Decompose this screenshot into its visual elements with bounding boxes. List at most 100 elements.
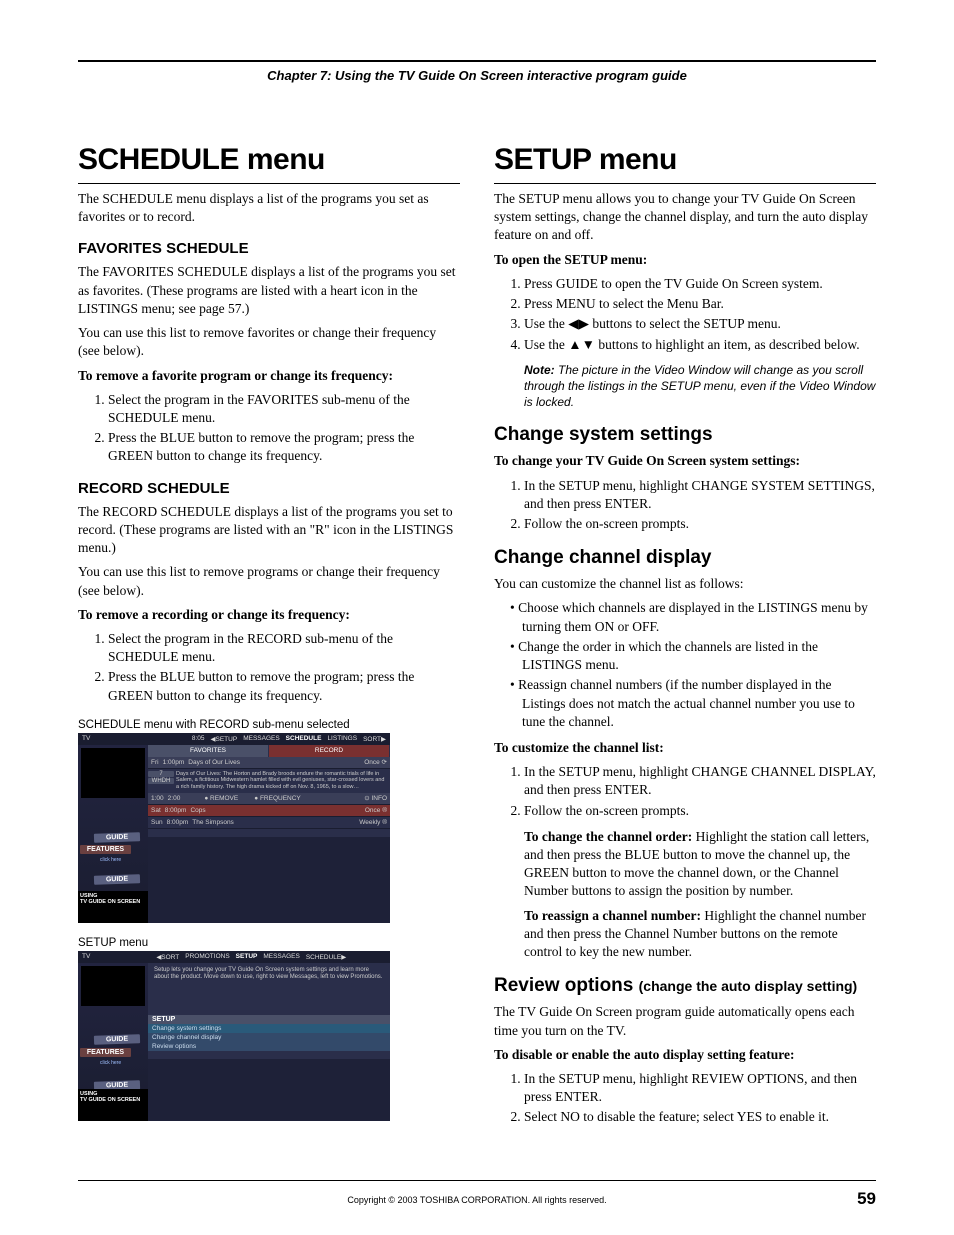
ss-features-badge: FEATURES (80, 845, 131, 854)
ss-freq: Once ⟳ (364, 758, 387, 766)
ss-tab-selected: SETUP (236, 953, 258, 960)
list-item: Select NO to disable the feature; select… (524, 1108, 876, 1126)
setup-heading: SETUP menu (494, 143, 876, 184)
list-item: Press the BLUE button to remove the prog… (108, 668, 460, 704)
ss-remove-btn: ● REMOVE (204, 795, 238, 802)
ss-day: Fri (151, 759, 159, 766)
ss-panel-title: SETUP (148, 1015, 390, 1024)
ss-tab: ◀SORT (156, 953, 179, 961)
chan-reassign: To reassign a channel number: Highlight … (524, 907, 876, 962)
ss-guide-badge2: GUIDE (94, 874, 140, 885)
footer-copyright: Copyright © 2003 TOSHIBA CORPORATION. Al… (78, 1195, 876, 1205)
ss-chan-col: 7 WHDH (148, 769, 174, 793)
record-p2: You can use this list to remove programs… (78, 563, 460, 599)
note-label: Note: (524, 363, 555, 377)
ss-content: FAVORITES RECORD Fri 1:00pm Days of Our … (148, 745, 390, 923)
ss-using-box: USING TV GUIDE ON SCREEN (78, 1089, 152, 1121)
ss-click-here: click here (100, 857, 121, 863)
ss-bar-time: 1:00 (151, 795, 164, 802)
chan-lead: To customize the channel list: (494, 739, 876, 757)
schedule-intro: The SCHEDULE menu displays a list of the… (78, 190, 460, 226)
ss-setup-item-selected: Change system settings (148, 1024, 390, 1033)
screenshot2-caption: SETUP menu (78, 937, 460, 949)
sys-steps: In the SETUP menu, highlight CHANGE SYST… (494, 477, 876, 534)
step-text: Use the (524, 337, 568, 352)
order-lead: To change the channel order: (524, 829, 696, 844)
ss-time-cell: 8:00pm (167, 819, 189, 826)
list-item: Change the order in which the channels a… (510, 638, 876, 674)
favorites-heading: FAVORITES SCHEDULE (78, 240, 460, 257)
ss-desc-row: 7 WHDH Days of Our Lives: The Horton and… (148, 769, 390, 793)
review-heading: Review options (change the auto display … (494, 975, 876, 997)
record-steps: Select the program in the RECORD sub-men… (78, 630, 460, 705)
ss-guide-badge: GUIDE (94, 832, 140, 843)
ss-time-cell: 8:00pm (165, 807, 187, 814)
ss-show: Days of Our Lives (188, 759, 240, 766)
review-heading-main: Review options (494, 975, 639, 996)
list-item: Choose which channels are displayed in t… (510, 599, 876, 635)
list-item: Press GUIDE to open the TV Guide On Scre… (524, 275, 876, 293)
ss-logo: TV (82, 953, 90, 960)
favorites-steps: Select the program in the FAVORITES sub-… (78, 391, 460, 466)
page: Chapter 7: Using the TV Guide On Screen … (0, 0, 954, 1235)
ss-tab: MESSAGES (243, 735, 279, 742)
list-item: Reassign channel numbers (if the number … (510, 676, 876, 731)
chan-steps: In the SETUP menu, highlight CHANGE CHAN… (494, 763, 876, 820)
columns: SCHEDULE menu The SCHEDULE menu displays… (78, 143, 876, 1135)
list-item: Use the ◀▶ buttons to select the SETUP m… (524, 315, 876, 333)
ss-sidebar: GUIDE FEATURES click here GUIDE USING TV… (78, 963, 148, 1121)
open-steps: Press GUIDE to open the TV Guide On Scre… (494, 275, 876, 354)
ss-freq-btn: ● FREQUENCY (254, 795, 301, 802)
record-lead: To remove a recording or change its freq… (78, 606, 460, 624)
chapter-header: Chapter 7: Using the TV Guide On Screen … (78, 68, 876, 83)
footer-rule (78, 1180, 876, 1181)
ss-click-here: click here (100, 1060, 121, 1066)
ss-video-window (81, 748, 145, 798)
review-heading-sub: (change the auto display setting) (639, 978, 858, 994)
favorites-p1: The FAVORITES SCHEDULE displays a list o… (78, 263, 460, 318)
ss-show: Cops (190, 807, 205, 814)
ss-setup-item: Review options (148, 1042, 390, 1051)
ud-arrow-icon: ▲▼ (568, 337, 595, 352)
ss-content: Setup lets you change your TV Guide On S… (148, 963, 390, 1121)
page-number: 59 (857, 1189, 876, 1209)
list-item: Follow the on-screen prompts. (524, 802, 876, 820)
open-lead: To open the SETUP menu: (494, 251, 876, 269)
ss-menubar: TV 8:05 ◀SETUP MESSAGES SCHEDULE LISTING… (78, 733, 390, 745)
list-item: Press the BLUE button to remove the prog… (108, 429, 460, 465)
ss-action-bar: 1:00 2:00 ● REMOVE ● FREQUENCY ⊙ INFO (148, 793, 390, 805)
ss-video-window (81, 966, 145, 1006)
list-item: In the SETUP menu, highlight CHANGE CHAN… (524, 763, 876, 799)
ss-chan-num: 7 (148, 771, 174, 777)
lr-arrow-icon: ◀▶ (568, 316, 589, 331)
ss-guide-badge: GUIDE (94, 1034, 140, 1045)
sys-lead: To change your TV Guide On Screen system… (494, 452, 876, 470)
ss-tab: LISTINGS (327, 735, 357, 742)
list-item: In the SETUP menu, highlight REVIEW OPTI… (524, 1070, 876, 1106)
ss-show: The Simpsons (192, 819, 234, 826)
favorites-p2: You can use this list to remove favorite… (78, 324, 460, 360)
ss-desc: Days of Our Lives: The Horton and Brady … (174, 769, 390, 793)
ss-tab: SCHEDULE▶ (306, 953, 346, 961)
reassign-lead: To reassign a channel number: (524, 908, 704, 923)
list-item: Follow the on-screen prompts. (524, 515, 876, 533)
note-text: The picture in the Video Window will cha… (524, 363, 875, 409)
setup-screenshot: TV ◀SORT PROMOTIONS SETUP MESSAGES SCHED… (78, 951, 390, 1121)
left-column: SCHEDULE menu The SCHEDULE menu displays… (78, 143, 460, 1135)
sys-heading: Change system settings (494, 424, 876, 446)
ss-row-selected: Fri 1:00pm Days of Our Lives Once ⟳ (148, 757, 390, 769)
screenshot1-caption: SCHEDULE menu with RECORD sub-menu selec… (78, 719, 460, 731)
list-item: Select the program in the FAVORITES sub-… (108, 391, 460, 427)
favorites-lead: To remove a favorite program or change i… (78, 367, 460, 385)
schedule-screenshot: TV 8:05 ◀SETUP MESSAGES SCHEDULE LISTING… (78, 733, 390, 923)
ss-time-cell: 1:00pm (163, 759, 185, 766)
step-text: Use the (524, 316, 568, 331)
step-text: buttons to select the SETUP menu. (589, 316, 781, 331)
chan-order: To change the channel order: Highlight t… (524, 828, 876, 901)
list-item: Use the ▲▼ buttons to highlight an item,… (524, 336, 876, 354)
ss-freq: Once ® (365, 807, 387, 814)
ss-tab: MESSAGES (263, 953, 299, 960)
ss-brand-label: TV GUIDE ON SCREEN (80, 899, 140, 905)
ss-brand-label: TV GUIDE ON SCREEN (80, 1097, 140, 1103)
ss-info-btn: ⊙ INFO (364, 794, 387, 802)
